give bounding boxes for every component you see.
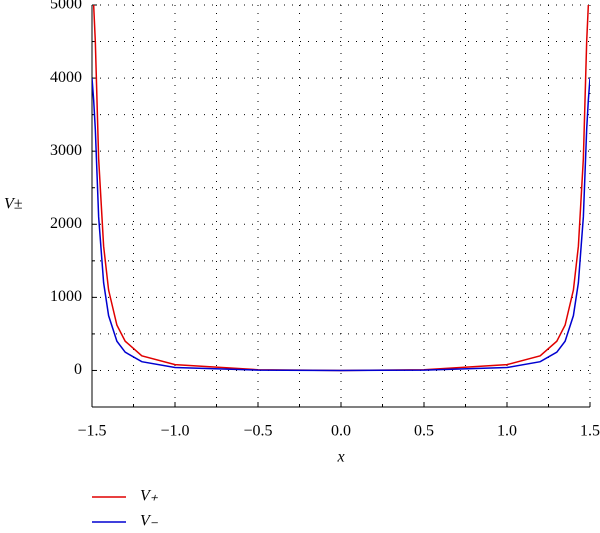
legend-label: V₊ — [140, 488, 159, 505]
x-tick-label: −1.0 — [160, 423, 189, 440]
legend-label: V₋ — [140, 513, 159, 530]
y-tick-label: 1000 — [50, 288, 82, 305]
x-tick-label: 0.0 — [331, 423, 351, 440]
x-tick-label: 0.5 — [414, 423, 434, 440]
x-tick-label: 1.0 — [497, 423, 517, 440]
y-tick-label: 5000 — [50, 0, 82, 13]
x-tick-label: 1.5 — [580, 423, 600, 440]
x-axis-label: x — [336, 449, 344, 466]
y-tick-label: 4000 — [50, 69, 82, 86]
x-tick-label: −1.5 — [77, 423, 106, 440]
series-line — [92, 78, 590, 372]
x-tick-label: −0.5 — [243, 423, 272, 440]
y-tick-label: 2000 — [50, 215, 82, 232]
y-axis-label: V± — [4, 196, 23, 213]
y-tick-label: 0 — [74, 361, 82, 378]
y-tick-label: 3000 — [50, 142, 82, 159]
plot-area — [92, 5, 590, 372]
